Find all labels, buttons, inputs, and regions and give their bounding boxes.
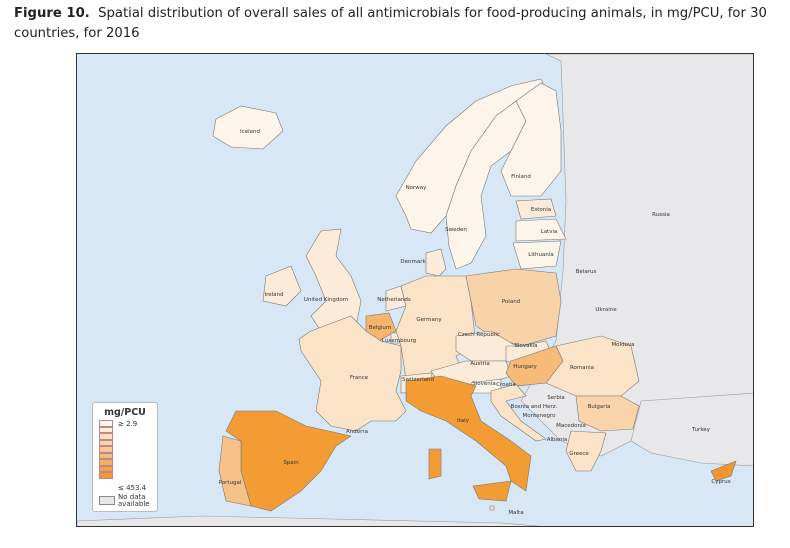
- country-label: Ukraine: [595, 307, 617, 313]
- country-label: United Kingdom: [304, 297, 348, 303]
- country-label: Belarus: [576, 269, 597, 275]
- country-label: Russia: [652, 212, 670, 218]
- country-italy[interactable]: [405, 375, 532, 492]
- country-label: France: [350, 375, 369, 381]
- country-label: Hungary: [513, 364, 537, 370]
- country-label: Greece: [569, 451, 589, 457]
- country-label: Iceland: [240, 129, 260, 135]
- country-label: Macedonia: [556, 423, 586, 429]
- country-poland[interactable]: [465, 268, 562, 347]
- country-denmark[interactable]: [425, 248, 447, 277]
- country-finland[interactable]: [500, 82, 562, 197]
- country-label: Andorra: [346, 429, 368, 435]
- map-canvas: Iceland Norway Sweden Finland Denmark Estonia…: [77, 54, 753, 526]
- country-label: Montenegro: [522, 413, 556, 419]
- legend-swatch: [99, 452, 113, 459]
- legend-high-label: ≥ 2.9: [118, 420, 138, 428]
- country-croatia[interactable]: [490, 383, 547, 442]
- figure-title: Spatial distribution of overall sales of…: [14, 6, 767, 41]
- country-label: Bulgaria: [588, 404, 611, 410]
- legend-swatch: [99, 420, 113, 427]
- non-reporting-land: [630, 392, 753, 467]
- country-malta[interactable]: [489, 505, 495, 511]
- country-label: Switzerland: [402, 377, 434, 383]
- country-label: Portugal: [219, 480, 242, 486]
- legend-title: mg/PCU: [104, 407, 146, 418]
- legend-no-data-swatch: [99, 496, 115, 505]
- country-label: Croatia: [496, 382, 516, 388]
- country-label: Slovenia: [472, 381, 495, 387]
- country-label: Sweden: [445, 227, 467, 233]
- country-label: Denmark: [400, 259, 426, 265]
- country-label: Serbia: [547, 395, 565, 401]
- figure-label: Figure 10.: [14, 6, 90, 21]
- country-label: Albania: [547, 437, 568, 443]
- country-sweden[interactable]: [445, 100, 527, 270]
- country-label: Slovakia: [514, 343, 537, 349]
- country-label: Moldova: [611, 342, 634, 348]
- country-label: Austria: [470, 361, 489, 367]
- country-label: Italy: [457, 418, 470, 424]
- legend-swatch: [99, 433, 113, 440]
- country-greece[interactable]: [565, 430, 607, 472]
- country-label: Ireland: [264, 292, 283, 298]
- country-label: Czech Republic: [458, 332, 500, 338]
- legend-swatch: [99, 459, 113, 466]
- country-label: Poland: [502, 299, 520, 305]
- legend-swatch: [99, 465, 113, 472]
- legend-low-label: ≤ 453.4: [118, 484, 147, 492]
- country-portugal[interactable]: [218, 435, 252, 507]
- country-lithuania[interactable]: [512, 240, 562, 270]
- legend-no-data-label: No data available: [118, 493, 150, 508]
- map-legend: mg/PCU ≥ 2.9 ≤ 453.4 No data available: [92, 402, 158, 512]
- country-label: Malta: [508, 510, 523, 516]
- figure-caption: Figure 10. Spatial distribution of overa…: [14, 4, 784, 44]
- country-italy-sicily[interactable]: [472, 480, 512, 502]
- country-label: Spain: [283, 460, 299, 466]
- legend-swatch: [99, 472, 113, 479]
- country-cyprus[interactable]: [710, 460, 737, 482]
- country-bulgaria[interactable]: [575, 395, 640, 432]
- europe-map: Iceland Norway Sweden Finland Denmark Estonia…: [76, 53, 754, 527]
- country-label: Belgium: [369, 325, 392, 331]
- country-iceland[interactable]: [212, 105, 284, 150]
- country-label: Norway: [406, 185, 428, 191]
- country-label: Cyprus: [711, 479, 730, 485]
- country-italy-sardinia[interactable]: [428, 448, 442, 480]
- country-label: Turkey: [691, 427, 711, 433]
- non-reporting-land: [77, 515, 541, 526]
- legend-color-scale: [99, 420, 113, 479]
- country-label: Luxembourg: [382, 338, 416, 344]
- country-label: Latvia: [541, 229, 558, 235]
- country-label: Romania: [570, 365, 594, 371]
- country-latvia[interactable]: [515, 218, 567, 242]
- legend-swatch: [99, 426, 113, 433]
- country-label: Finland: [511, 174, 531, 180]
- country-label: Bosnia and Herz.: [511, 404, 558, 410]
- country-luxembourg[interactable]: [390, 332, 400, 344]
- legend-swatch: [99, 446, 113, 453]
- country-label: Netherlands: [377, 297, 411, 303]
- country-label: Germany: [416, 317, 442, 323]
- legend-swatch: [99, 439, 113, 446]
- country-label: Estonia: [531, 207, 551, 213]
- country-france[interactable]: [298, 315, 407, 432]
- country-belgium[interactable]: [365, 312, 397, 342]
- country-ireland[interactable]: [262, 265, 302, 307]
- country-estonia[interactable]: [515, 198, 557, 220]
- country-label: Lithuania: [528, 252, 553, 258]
